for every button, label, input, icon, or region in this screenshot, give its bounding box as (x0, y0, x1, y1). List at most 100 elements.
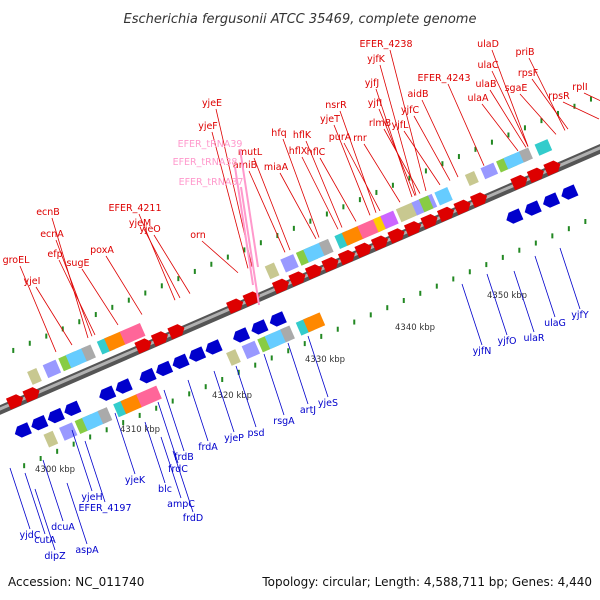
feature-block-forward-b-4 (318, 238, 334, 256)
leader-hflk (305, 140, 343, 228)
tick-row-forward-outer (210, 261, 213, 267)
forward-gene-label-yjei: yjeI (24, 276, 41, 287)
scale-label-4320-kbp: 4320 kbp (212, 391, 252, 401)
forward-gene-arrow-0 (5, 394, 24, 410)
leader-mutl (253, 157, 291, 251)
forward-gene-label-aidb: aidB (407, 89, 428, 100)
scale-label-4300-kbp: 4300 kbp (35, 465, 75, 475)
forward-gene-label-ecna: ecnA (40, 229, 64, 240)
tick-row-forward-outer (111, 304, 114, 310)
forward-gene-arrow-20 (510, 174, 528, 191)
tick-row-reverse-outer (419, 290, 422, 296)
forward-gene-label-suge: sugE (66, 258, 89, 269)
leader-dipz (34, 488, 56, 551)
leader-amib (248, 170, 286, 253)
reverse-gene-arrow-7 (156, 360, 174, 377)
leader-ecna (55, 239, 93, 337)
leader-psd (235, 365, 257, 428)
forward-gene-arrow-22 (543, 160, 561, 176)
tick-row-forward-outer (408, 175, 411, 181)
tick-row-reverse-outer (287, 348, 290, 354)
leader-rpli (583, 92, 600, 101)
leader-rpsf (531, 78, 569, 130)
leader-frdc (157, 401, 179, 464)
forward-gene-label-mutl: mutL (238, 147, 263, 158)
reverse-gene-arrow-4 (99, 385, 117, 401)
forward-gene-label-ulac: ulaC (477, 60, 498, 71)
leader-efer-4243 (447, 83, 485, 166)
forward-gene-label-yjfc: yjfC (401, 105, 420, 116)
forward-gene-arrow-3 (150, 331, 168, 347)
leader-efer-trna37 (240, 186, 260, 306)
leader-yjfj (375, 88, 413, 198)
feature-block-forward-c-4 (518, 147, 533, 163)
reverse-gene-label-efer-4197: EFER_4197 (79, 503, 132, 514)
feature-block-forward-b-6 (341, 225, 364, 246)
scale-label-4350-kbp: 4350 kbp (487, 291, 527, 301)
tick-row-forward-outer (523, 125, 526, 131)
trna-label-efer-trna38: EFER_tRNA38 (173, 157, 238, 168)
leader-ulad (491, 49, 529, 147)
reverse-gene-label-yjek: yjeK (125, 475, 146, 486)
tick-row-forward-outer (573, 103, 576, 109)
forward-gene-arrow-15 (403, 221, 422, 237)
forward-gene-arrow-7 (271, 278, 289, 294)
leader-prib (528, 57, 566, 131)
feature-block-forward-b-13 (434, 187, 453, 206)
tick-row-reverse-outer (386, 305, 389, 311)
leader-ulaa (481, 103, 519, 152)
forward-gene-label-groel: groEL (3, 255, 31, 266)
reverse-gene-arrow-12 (251, 319, 269, 335)
leader-ulab (489, 89, 527, 148)
reverse-gene-arrow-5 (115, 378, 133, 394)
tick-row-reverse-outer (369, 312, 372, 318)
forward-gene-arrow-13 (370, 235, 389, 251)
feature-block-reverse-b-1 (241, 340, 261, 360)
forward-gene-label-orn: orn (190, 230, 206, 241)
feature-block-reverse-b-0 (226, 349, 241, 366)
tick-row-reverse-outer (105, 427, 108, 433)
forward-gene-label-pura: purA (329, 132, 352, 143)
tick-row-reverse-outer (89, 434, 92, 440)
forward-gene-label-hfq: hfq (271, 128, 286, 139)
reverse-gene-label-ular: ulaR (523, 333, 544, 344)
reverse-gene-label-ampc: ampC (167, 499, 195, 510)
leader-yjdc (9, 467, 31, 530)
forward-gene-arrow-1 (22, 387, 40, 403)
leader-ulac (491, 70, 529, 147)
forward-gene-label-yjee: yjeE (202, 98, 222, 109)
tick-row-reverse-outer (584, 218, 587, 224)
tick-row-reverse-outer (155, 405, 158, 411)
forward-gene-arrow-4 (167, 324, 185, 340)
forward-gene-label-efer-4211: EFER_4211 (109, 203, 162, 214)
leader-aspa (66, 482, 88, 545)
leader-sgae (519, 93, 557, 135)
reverse-gene-label-artj: artJ (300, 405, 316, 416)
forward-gene-arrow-10 (321, 257, 339, 273)
reverse-gene-arrow-1 (31, 415, 49, 431)
tick-row-reverse-outer (188, 391, 191, 397)
feature-block-reverse-b-4 (280, 325, 295, 343)
reverse-gene-label-frda: frdA (198, 442, 218, 453)
forward-gene-label-miaa: miaA (264, 162, 289, 173)
reverse-gene-label-yjfy: yjfY (571, 310, 589, 321)
leader-ulag (534, 255, 556, 318)
tick-row-reverse-outer (435, 283, 438, 289)
tick-row-forward-outer (540, 118, 543, 124)
forward-gene-label-efp: efp (47, 249, 62, 260)
leader-hflc (319, 157, 357, 222)
forward-gene-label-hflx: hflX (289, 146, 308, 157)
feature-block-forward-a-4 (81, 344, 96, 362)
tick-row-reverse-outer (254, 362, 257, 368)
forward-gene-arrow-19 (469, 192, 488, 208)
reverse-gene-arrow-14 (506, 208, 524, 224)
scale-label-4310-kbp: 4310 kbp (120, 425, 160, 435)
leader-rpsr (562, 101, 600, 120)
tick-row-forward-outer (375, 189, 378, 195)
tick-row-forward-outer (309, 218, 312, 224)
leader-yjef (211, 131, 249, 269)
forward-gene-label-rnr: rnr (353, 133, 367, 144)
forward-gene-arrow-11 (337, 249, 355, 266)
tick-row-forward-outer (12, 347, 15, 353)
leader-yjfo (486, 273, 508, 336)
